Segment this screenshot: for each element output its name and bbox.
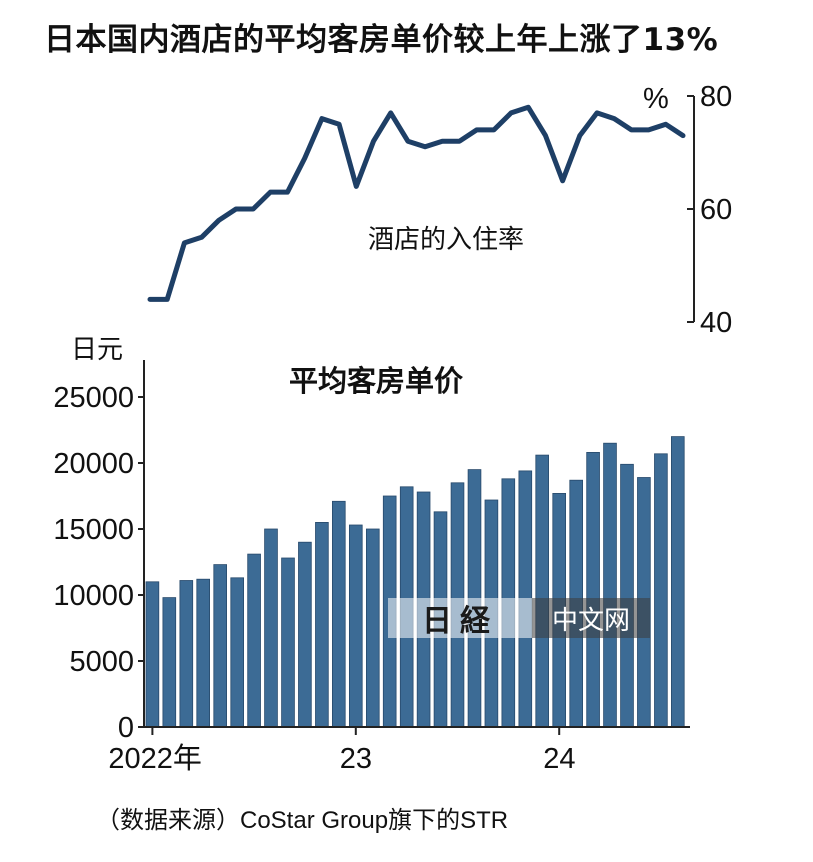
price-tick-label: 5000: [69, 646, 134, 678]
price-bar: [365, 528, 380, 728]
occupancy-chart: % 酒店的入住率 80 60 40: [147, 81, 732, 339]
price-bar: [179, 580, 194, 728]
occupancy-tick-label: 60: [700, 194, 732, 226]
price-unit-label: 日元: [71, 335, 123, 365]
price-bar: [348, 524, 363, 728]
price-bar: [671, 436, 685, 728]
occupancy-tick-label: 40: [700, 307, 732, 339]
price-bar: [620, 463, 634, 728]
price-bar: [298, 541, 312, 728]
nikkei-logo: 日経: [388, 598, 532, 639]
price-bar: [230, 577, 245, 728]
price-tick-label: 10000: [53, 580, 134, 612]
price-bar: [162, 597, 177, 728]
year-tick-label: 24: [543, 743, 575, 775]
price-bar: [654, 453, 668, 728]
occupancy-unit-label: %: [643, 83, 669, 115]
price-bar: [145, 581, 160, 728]
year-tick-label: 2022年: [108, 742, 202, 775]
price-tick-label: 0: [118, 712, 134, 744]
price-bar: [247, 553, 261, 728]
price-bar: [331, 500, 346, 728]
price-bar: [603, 442, 617, 728]
price-bar: [213, 564, 228, 728]
occupancy-line: [147, 104, 686, 302]
price-bar: [535, 454, 549, 728]
price-bar: [281, 557, 295, 728]
price-bar: [315, 522, 329, 728]
price-tick-label: 15000: [53, 514, 134, 546]
watermark-label: 中文网: [532, 598, 650, 638]
price-tick-label: 25000: [53, 382, 134, 414]
price-bar: [264, 528, 278, 728]
occupancy-tick-label: 80: [700, 81, 732, 113]
price-tick-label: 20000: [53, 448, 134, 480]
year-tick-label: 23: [340, 743, 372, 775]
chart-title: 日本国内酒店的平均客房单价较上年上涨了13%: [44, 22, 719, 58]
nikkei-watermark: 日経 中文网: [388, 598, 650, 639]
price-chart-title: 平均客房单价: [289, 364, 464, 398]
price-chart: 日元 平均客房单价 25000 20000 15000 10000 5000 0 2022…: [53, 335, 690, 775]
source-note: （数据来源）CoStar Group旗下的STR: [96, 807, 509, 834]
occupancy-series-label: 酒店的入住率: [368, 225, 524, 255]
price-bar: [196, 578, 211, 728]
price-bar: [586, 451, 600, 728]
